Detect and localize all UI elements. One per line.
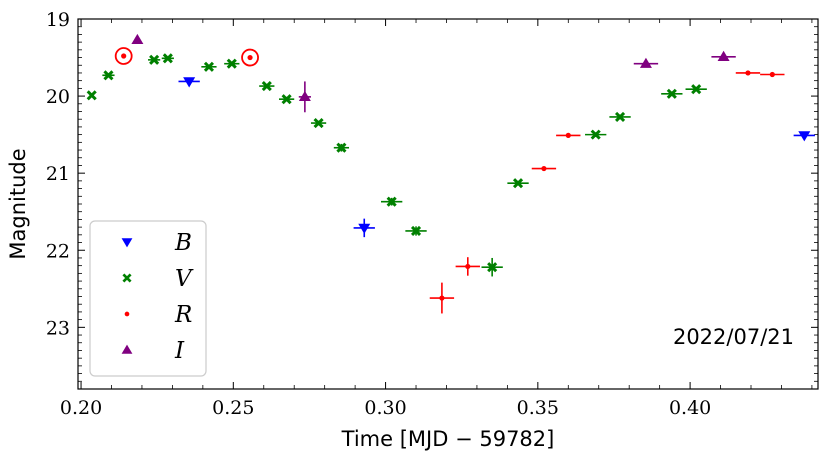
series-V	[86, 53, 707, 277]
x-tick-label: 0.40	[669, 397, 711, 419]
data-point-V	[614, 111, 626, 122]
x-axis-title: Time [MJD − 59782]	[341, 427, 555, 451]
data-point-I	[131, 33, 144, 45]
data-point-V	[162, 53, 173, 64]
axis-tick-labels: 0.20 0.25 0.30 0.35 0.40 19 20 21 22 23	[46, 9, 711, 419]
legend-item-V: V	[122, 266, 194, 292]
data-point-B	[358, 223, 371, 234]
data-marks	[86, 33, 815, 314]
highlight-circle	[241, 48, 259, 67]
data-point-V	[386, 196, 397, 207]
x-tick-label: 0.35	[517, 397, 559, 419]
data-point-V	[487, 262, 498, 273]
y-tick-label: 23	[46, 317, 70, 339]
data-point-V	[203, 61, 215, 72]
plot-frame	[77, 18, 819, 390]
x-tick-label: 0.25	[212, 397, 254, 419]
legend-marker-B	[121, 238, 133, 248]
series-R	[114, 47, 785, 314]
series-B	[178, 77, 815, 238]
data-point-V	[103, 70, 114, 81]
axis-ticks	[78, 18, 818, 390]
data-point-I	[639, 57, 652, 68]
data-point-V	[666, 88, 677, 99]
data-point-V	[226, 58, 237, 69]
legend-box	[89, 220, 207, 377]
data-point-R	[745, 70, 751, 76]
y-tick-label: 22	[46, 240, 70, 262]
legend-item-I: I	[121, 338, 185, 364]
highlight-circle	[114, 47, 133, 65]
data-point-R	[769, 71, 775, 78]
x-tick-label: 0.30	[364, 397, 406, 419]
legend-item-B: B	[121, 230, 192, 256]
data-point-B	[183, 77, 196, 88]
y-axis-title: Magnitude	[6, 148, 30, 259]
data-point-V	[281, 94, 292, 105]
data-point-V	[313, 118, 324, 129]
data-point-R	[541, 165, 547, 172]
date-annotation: 2022/07/21	[673, 325, 794, 349]
y-tick-label: 19	[46, 9, 70, 31]
legend-marker-I	[121, 344, 133, 354]
data-point-B	[798, 131, 811, 142]
data-point-V	[512, 178, 524, 189]
data-point-I	[717, 50, 730, 61]
legend-marker-V	[122, 273, 132, 283]
y-tick-label: 20	[46, 86, 70, 108]
data-point-V	[336, 142, 347, 153]
data-point-R	[465, 263, 471, 270]
data-point-V	[691, 84, 702, 95]
legend-label-B: B	[174, 230, 192, 256]
y-tick-label: 21	[46, 163, 70, 185]
data-point-R	[121, 53, 127, 59]
legend-label-I: I	[174, 338, 185, 364]
data-point-I	[298, 90, 311, 102]
data-point-V	[410, 225, 422, 237]
data-point-R	[565, 132, 571, 138]
data-point-R	[247, 54, 253, 61]
data-point-R	[439, 295, 445, 301]
legend-label-R: R	[174, 302, 192, 328]
data-point-V	[261, 81, 272, 92]
data-point-V	[149, 54, 160, 65]
legend-marker-R	[124, 311, 130, 317]
legend-label-V: V	[175, 266, 194, 292]
data-point-V	[86, 90, 97, 101]
data-point-V	[590, 129, 601, 140]
series-I	[131, 33, 736, 113]
x-tick-label: 0.20	[60, 397, 102, 419]
legend-item-R: R	[124, 302, 192, 328]
